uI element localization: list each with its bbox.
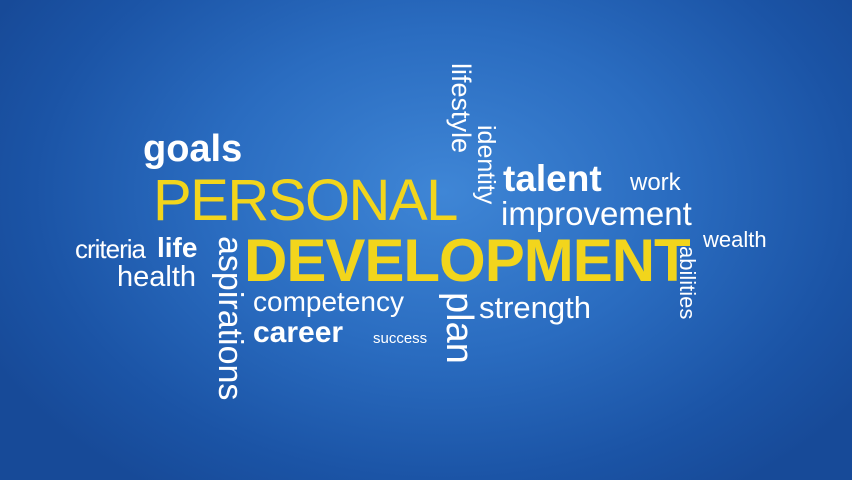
word-personal: PERSONAL bbox=[153, 168, 458, 233]
word-aspirations: aspirations bbox=[211, 236, 249, 401]
word-identity: identity bbox=[472, 125, 500, 205]
word-wealth: wealth bbox=[703, 227, 767, 252]
word-development: DEVELOPMENT bbox=[244, 227, 691, 294]
word-competency: competency bbox=[253, 286, 404, 317]
word-career: career bbox=[253, 316, 344, 349]
word-lifestyle: lifestyle bbox=[446, 63, 476, 154]
word-success: success bbox=[373, 330, 428, 347]
word-life: life bbox=[157, 232, 198, 263]
word-plan: plan bbox=[438, 292, 480, 364]
word-criteria: criteria bbox=[75, 234, 146, 264]
word-talent: talent bbox=[503, 158, 602, 199]
word-strength: strength bbox=[479, 290, 592, 325]
word-health: health bbox=[117, 261, 197, 293]
word-improvement: improvement bbox=[501, 195, 692, 232]
word-goals: goals bbox=[143, 128, 243, 170]
word-work: work bbox=[630, 169, 681, 196]
word-abilities: abilities bbox=[675, 246, 700, 320]
